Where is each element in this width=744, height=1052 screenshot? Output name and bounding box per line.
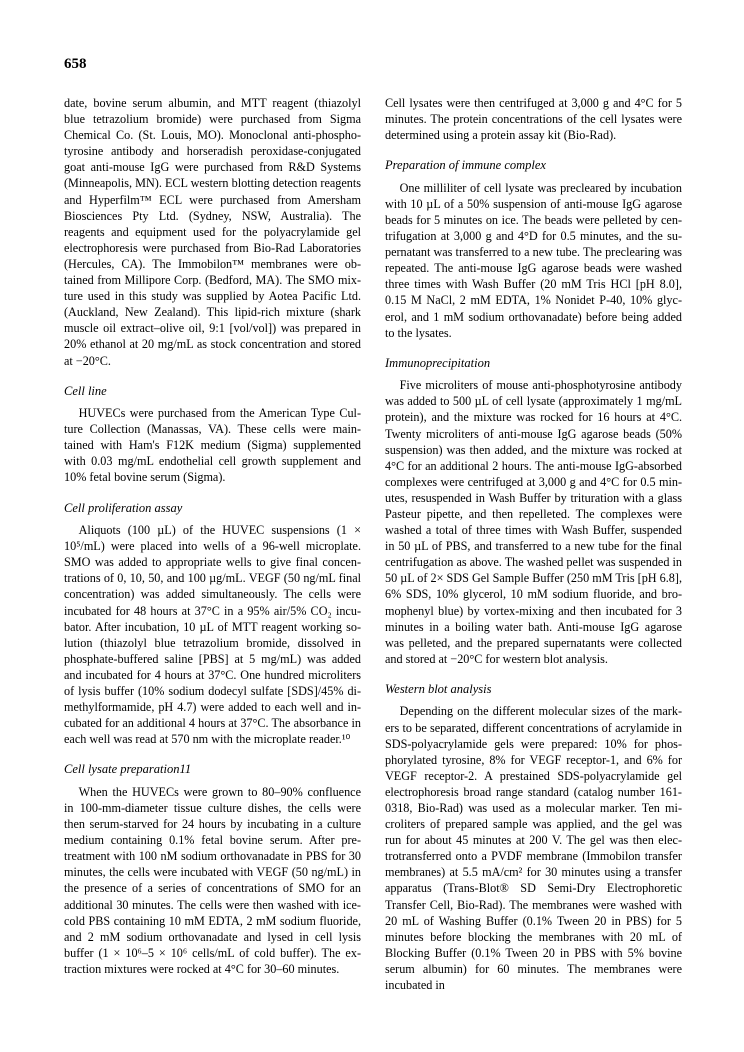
page: 658 date, bovine serum albumin, and MTT … [0,0,744,1052]
paragraph: date, bovine serum albumin, and MTT reag… [64,95,361,369]
paragraph: Five microliters of mouse anti-phosphoty… [385,377,682,667]
page-number: 658 [64,56,682,73]
paragraph: Aliquots (100 µL) of the HUVEC suspensio… [64,522,361,747]
paragraph: Cell lysates were then centrifuged at 3,… [385,95,682,143]
section-heading: Western blot analysis [385,681,682,698]
paragraph: One milliliter of cell lysate was precle… [385,180,682,341]
section-heading: Immunoprecipitation [385,355,682,372]
section-heading: Cell line [64,383,361,400]
paragraph: HUVECs were purchased from the American … [64,405,361,485]
section-heading: Cell lysate preparation11 [64,761,361,778]
paragraph: Depending on the different molecular siz… [385,703,682,993]
section-heading: Preparation of immune complex [385,157,682,174]
text-columns: date, bovine serum albumin, and MTT reag… [64,95,682,993]
section-heading: Cell proliferation assay [64,500,361,517]
paragraph: When the HUVECs were grown to 80–90% con… [64,784,361,977]
